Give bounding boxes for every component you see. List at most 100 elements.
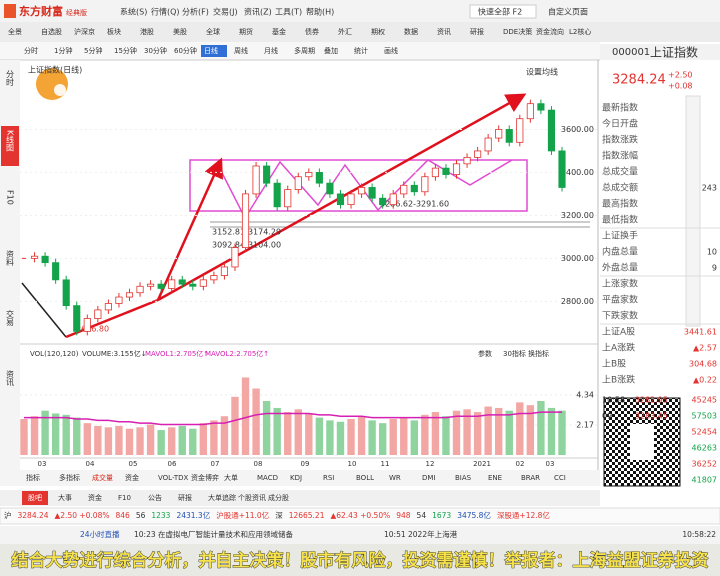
nav-tab[interactable]: L2核心 (569, 27, 591, 36)
sidebar-tab[interactable]: 分时 (6, 70, 15, 86)
indicator-tab[interactable]: BOLL (356, 474, 374, 482)
period-tab[interactable]: 多周期 (294, 46, 315, 55)
candle (62, 279, 70, 307)
period-tab[interactable]: 叠加 (324, 46, 338, 55)
indicator-tab[interactable]: BIAS (455, 474, 472, 482)
period-tab[interactable]: 月线 (264, 46, 278, 55)
nav-tab[interactable]: 期货 (239, 27, 253, 36)
bottom-tab[interactable]: 股吧 (28, 494, 42, 502)
bottom-tab[interactable]: 成分股 (268, 493, 289, 502)
period-tab[interactable]: 1分钟 (54, 46, 72, 55)
nav-tab[interactable]: 资金流向 (536, 27, 564, 36)
tick-time: 09 (602, 412, 612, 421)
vol-button[interactable]: 30指标 (503, 349, 526, 358)
search[interactable]: 快速全部 F2 (478, 7, 522, 17)
indicator-tab[interactable]: CCI (554, 474, 566, 482)
tool-strip (685, 95, 701, 327)
sidebar-tab[interactable]: F10 (6, 190, 15, 205)
period-tab[interactable]: 15分钟 (114, 46, 137, 55)
nav-tab[interactable]: 自选股 (41, 27, 62, 36)
qr-center (630, 424, 654, 460)
vol-button[interactable]: 参数 (478, 349, 492, 358)
news-item[interactable]: 10:23 在虚拟电厂智能计量技术和应用领域储备 (134, 529, 293, 539)
period-tab[interactable]: 30分钟 (144, 46, 167, 55)
nav-tab[interactable]: DDE决策 (503, 27, 532, 36)
bottom-tab[interactable]: 个股资讯 (238, 493, 266, 502)
indicator-tab[interactable]: MACD (257, 474, 278, 482)
nav-tab[interactable]: 板块 (107, 27, 121, 36)
x-tick-label: 04 (86, 460, 95, 468)
menu-item[interactable]: 系统(S) (120, 7, 147, 17)
sidebar-tab[interactable]: 资料 (6, 249, 15, 267)
nav-tab[interactable]: 期权 (371, 27, 385, 36)
indicator-tab[interactable]: 大单 (224, 473, 238, 482)
indicator-tab[interactable]: 指标 (26, 473, 40, 482)
nav-tab[interactable]: 债券 (305, 27, 319, 36)
search-box[interactable] (469, 4, 537, 19)
nav-tab[interactable]: 全球 (206, 27, 220, 36)
volume-bar (157, 430, 165, 455)
nav-tab[interactable]: 数据 (404, 27, 418, 36)
nav-tab[interactable]: 基金 (272, 27, 286, 36)
tab-active (22, 491, 48, 505)
bottom-tab[interactable]: 公告 (148, 493, 162, 502)
menu-item[interactable]: 工具(T) (275, 8, 302, 17)
news-bar (0, 526, 720, 544)
news-item[interactable]: 10:51 2022年上海港 (384, 529, 458, 539)
period-tab[interactable]: 分时 (24, 46, 38, 55)
volume-bar (516, 402, 524, 455)
nav-tab[interactable]: 港股 (140, 27, 154, 36)
candle (30, 255, 39, 259)
quote-value: ▲2.57 (693, 344, 717, 353)
indicator-tab[interactable]: 资金 (125, 473, 139, 482)
menu-item[interactable]: 行情(Q) (151, 7, 180, 17)
indicator-tab[interactable]: 多指标 (59, 473, 80, 482)
menu-item[interactable]: 帮助(H) (306, 7, 334, 17)
candle (315, 172, 323, 184)
vol-button[interactable]: 换指标 (528, 349, 549, 358)
ma-setting[interactable]: 设置均线 (526, 67, 558, 77)
quote-value: 9 (712, 264, 717, 273)
quote-value: 304.68 (689, 360, 717, 369)
indicator-tab[interactable]: 成交量 (92, 473, 113, 482)
vol-tick-label: 4.34 (576, 390, 594, 399)
period-tab[interactable]: 画线 (384, 46, 398, 55)
candle (474, 150, 482, 158)
period-tab[interactable]: 周线 (234, 46, 248, 55)
volume-bar (452, 410, 461, 455)
indicator-tab[interactable]: BRAR (521, 474, 540, 482)
sidebar-tab[interactable]: K线图 (6, 130, 15, 152)
indicator-tab[interactable]: KDJ (290, 474, 302, 482)
indicator-tab[interactable]: RSI (323, 474, 334, 482)
bottom-tab[interactable]: 大事 (58, 493, 72, 502)
nav-tab[interactable]: 美股 (173, 27, 187, 36)
menu-item[interactable]: 分析(F) (182, 7, 209, 17)
bottom-tab[interactable]: 资金 (88, 493, 102, 502)
candle (368, 187, 376, 199)
bottom-tab[interactable]: 研报 (178, 493, 192, 502)
sidebar-tab[interactable]: 资讯 (6, 369, 15, 387)
menu-item[interactable]: 交易(J) (213, 7, 238, 17)
nav-tab[interactable]: 外汇 (338, 27, 352, 36)
nav-tab[interactable]: 研报 (470, 27, 484, 36)
sidebar-tab[interactable]: 交易 (6, 309, 15, 327)
volume-bar (189, 428, 197, 455)
custom-page[interactable]: 自定义页面 (548, 7, 588, 17)
bottom-tab[interactable]: F10 (118, 494, 131, 502)
indicator-tab[interactable]: VOL-TDX (158, 474, 189, 482)
indicator-tab[interactable]: ENE (488, 474, 502, 482)
nav-tab[interactable]: 全景 (8, 27, 22, 36)
indicator-tab[interactable]: 资金博弈 (191, 473, 219, 482)
period-tab[interactable]: 5分钟 (84, 46, 102, 55)
bottom-tab[interactable]: 大单追踪 (208, 493, 236, 502)
menu-item[interactable]: 资讯(Z) (244, 7, 272, 17)
status-item: 深 (275, 511, 283, 520)
nav-tab[interactable]: 资讯 (437, 27, 451, 36)
indicator-tab[interactable]: WR (389, 474, 401, 482)
period-tab[interactable]: 统计 (354, 46, 368, 55)
period-tab[interactable]: 日线 (204, 46, 218, 55)
nav-tab[interactable]: 沪深京 (74, 27, 95, 36)
period-tab[interactable]: 60分钟 (174, 46, 197, 55)
candle (284, 189, 292, 208)
indicator-tab[interactable]: DMI (422, 474, 436, 482)
